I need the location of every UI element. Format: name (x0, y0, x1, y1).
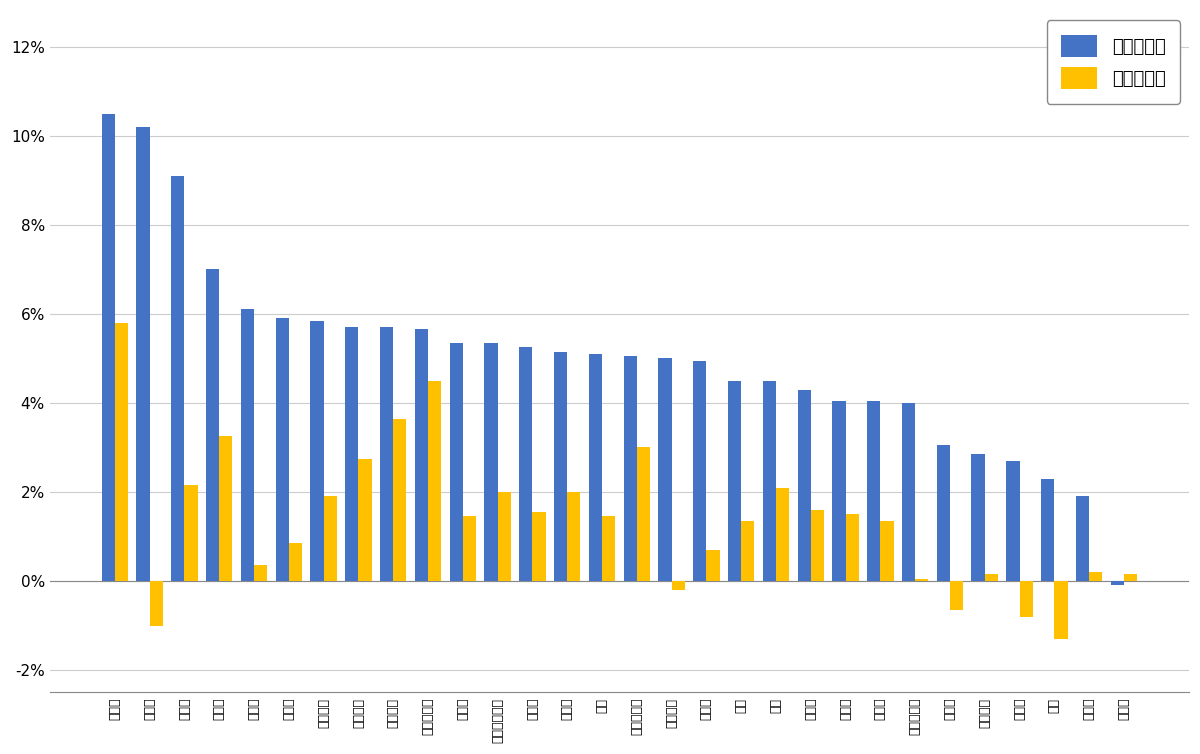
Bar (589, 354, 602, 581)
Bar (415, 329, 428, 581)
Bar (102, 114, 115, 581)
Bar (602, 516, 616, 581)
Bar (380, 327, 394, 581)
Bar (1090, 572, 1103, 581)
Bar (324, 496, 337, 581)
Bar (881, 521, 894, 581)
Bar (450, 343, 463, 581)
Bar (463, 516, 476, 581)
Bar (1076, 496, 1090, 581)
Bar (985, 575, 998, 581)
Bar (346, 327, 359, 581)
Bar (533, 512, 546, 581)
Bar (276, 318, 289, 581)
Bar (972, 454, 985, 581)
Bar (868, 400, 881, 581)
Bar (1020, 581, 1033, 617)
Bar (115, 323, 128, 581)
Bar (694, 360, 707, 581)
Bar (172, 176, 185, 581)
Bar (672, 581, 685, 590)
Bar (1007, 461, 1020, 581)
Bar (185, 486, 198, 581)
Legend: 房价中位数, 租金中位数: 房价中位数, 租金中位数 (1046, 20, 1180, 104)
Bar (1124, 575, 1138, 581)
Bar (624, 356, 637, 581)
Bar (520, 348, 533, 581)
Bar (916, 579, 929, 581)
Bar (241, 309, 254, 581)
Bar (1111, 581, 1124, 585)
Bar (254, 566, 268, 581)
Bar (137, 127, 150, 581)
Bar (637, 447, 650, 581)
Bar (485, 343, 498, 581)
Bar (498, 492, 511, 581)
Bar (707, 550, 720, 581)
Bar (394, 418, 407, 581)
Bar (568, 492, 581, 581)
Bar (937, 445, 950, 581)
Bar (811, 510, 824, 581)
Bar (833, 400, 846, 581)
Bar (742, 521, 755, 581)
Bar (220, 437, 233, 581)
Bar (902, 403, 916, 581)
Bar (428, 381, 442, 581)
Bar (206, 269, 220, 581)
Bar (1055, 581, 1068, 639)
Bar (798, 390, 811, 581)
Bar (659, 358, 672, 581)
Bar (763, 381, 776, 581)
Bar (728, 381, 742, 581)
Bar (950, 581, 964, 610)
Bar (311, 320, 324, 581)
Bar (1042, 479, 1055, 581)
Bar (776, 488, 790, 581)
Bar (289, 543, 302, 581)
Bar (846, 514, 859, 581)
Bar (554, 351, 568, 581)
Bar (150, 581, 163, 626)
Bar (359, 458, 372, 581)
